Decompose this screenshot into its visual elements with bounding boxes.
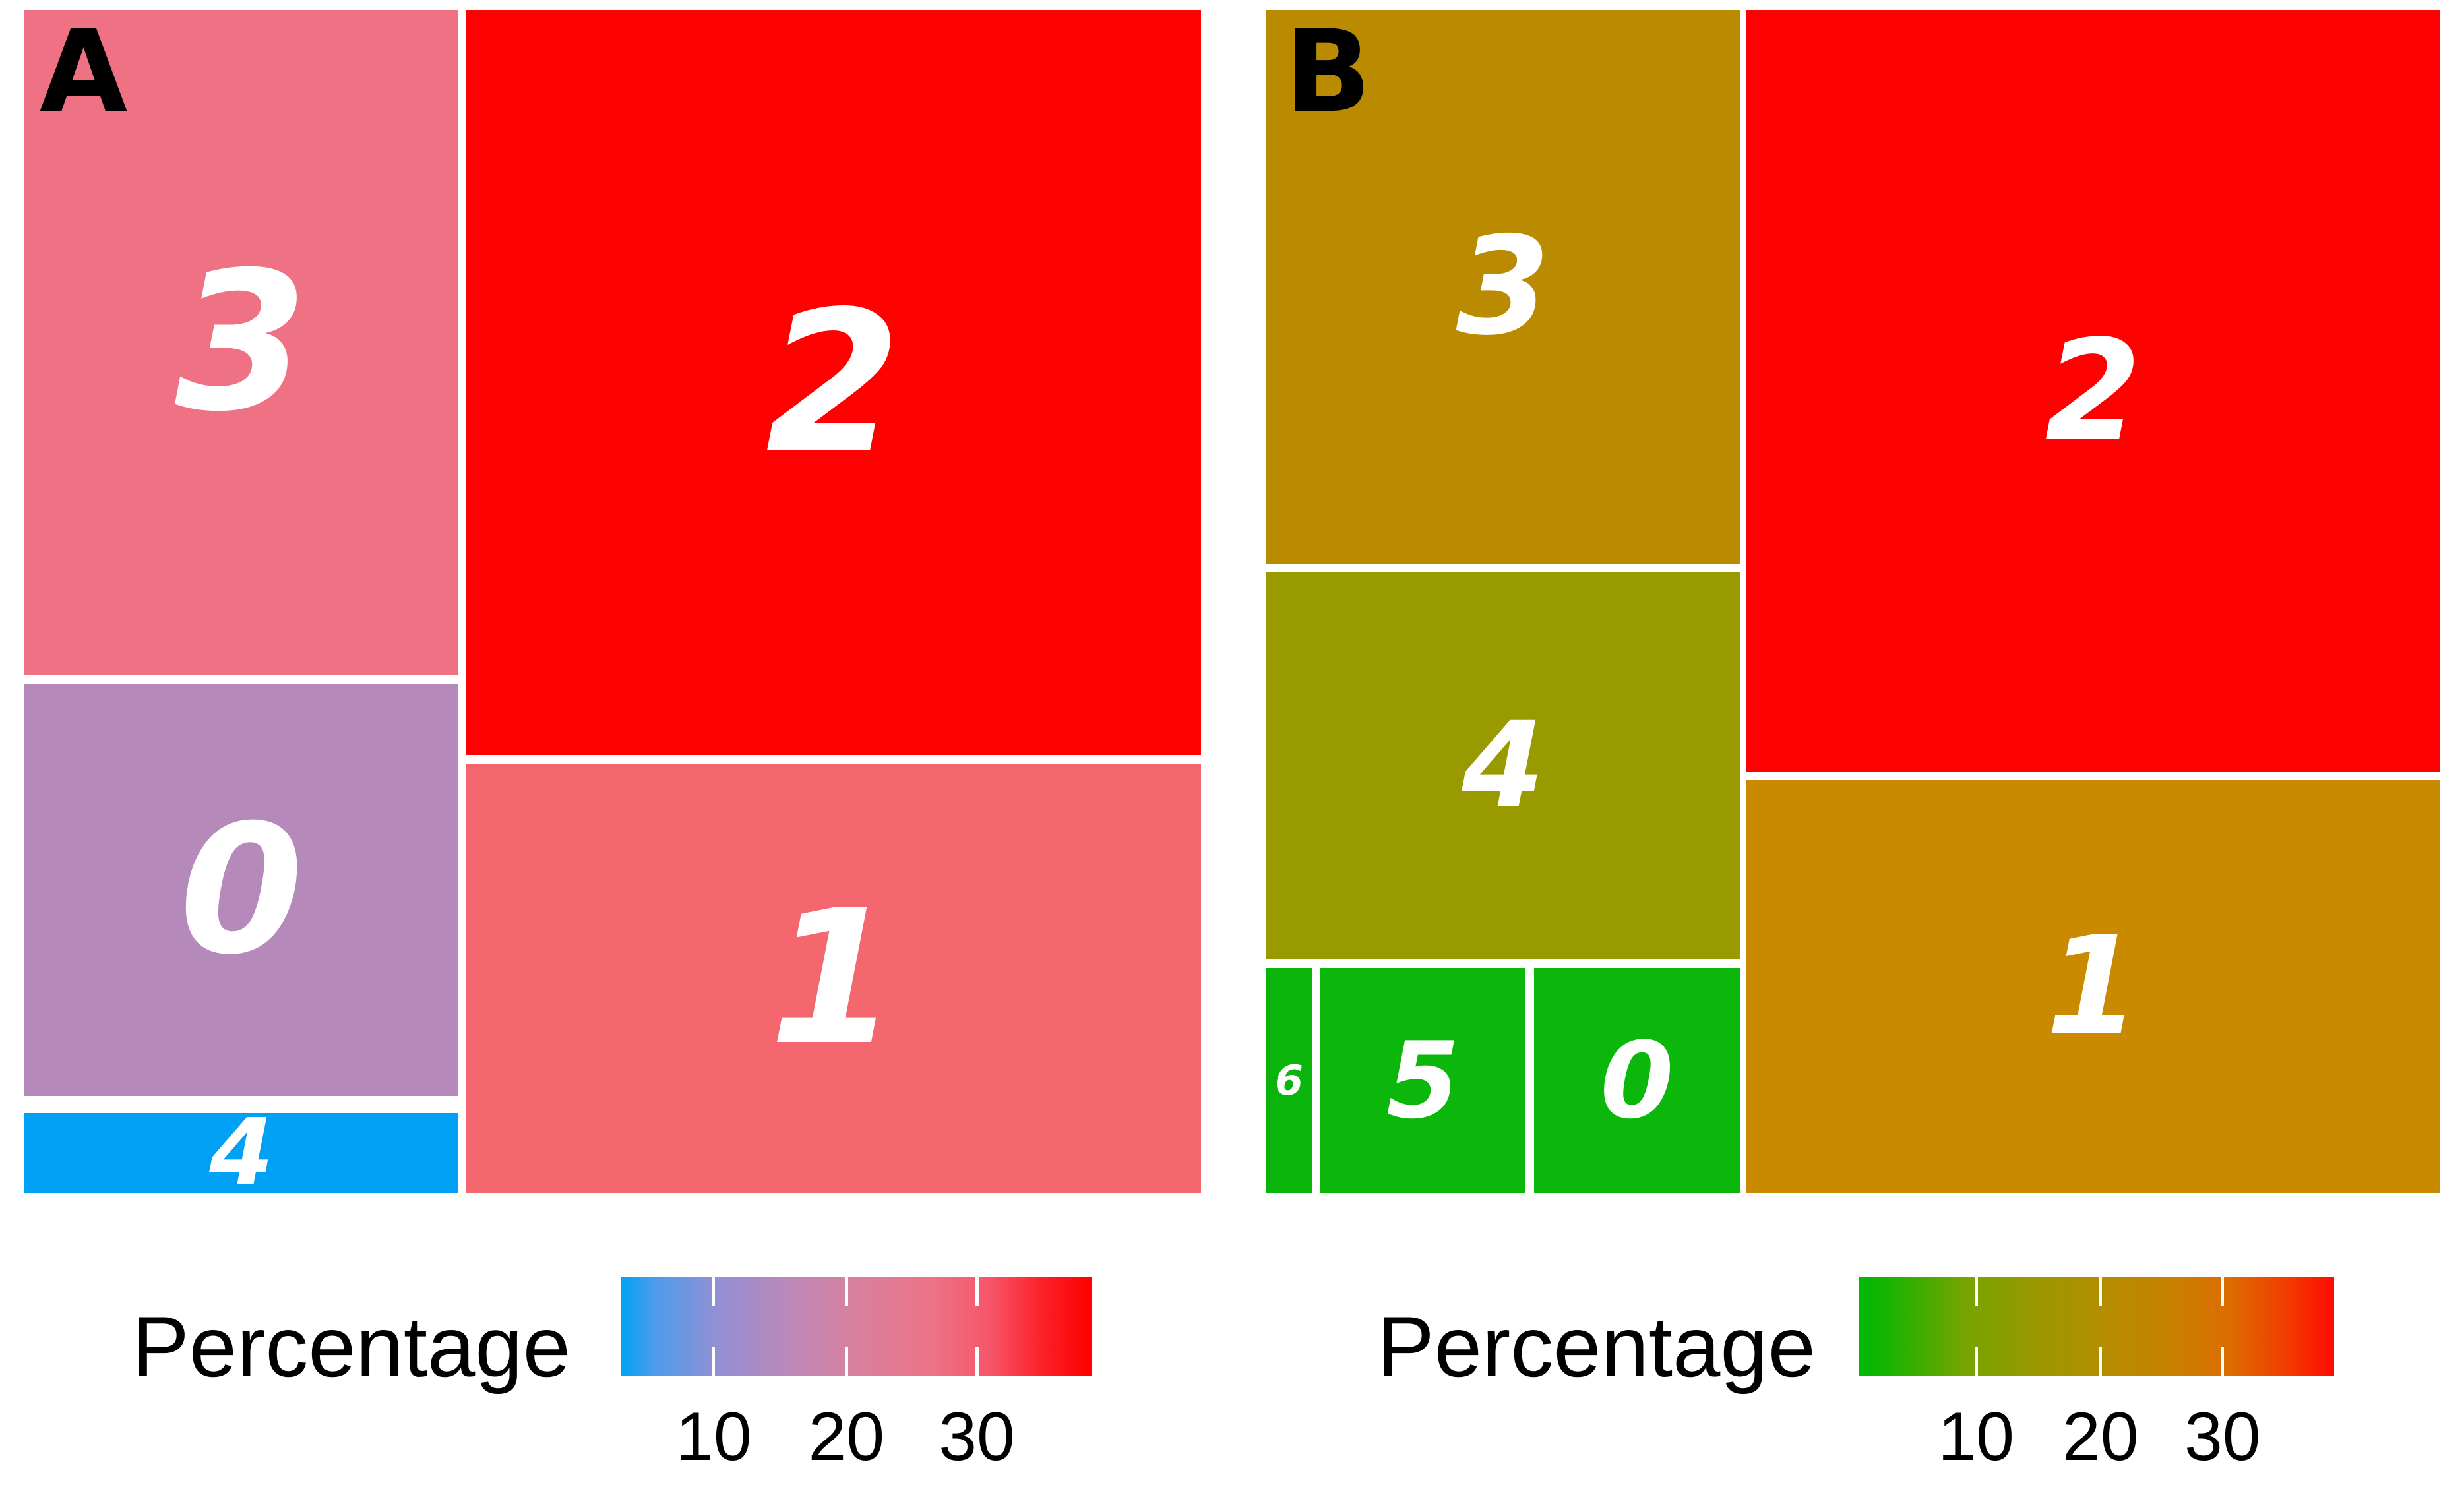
legend-tick-mark	[712, 1277, 716, 1306]
legend-tick-mark	[975, 1277, 979, 1306]
treemap-cell-6: 6	[1266, 968, 1312, 1193]
legend-tick-mark	[844, 1277, 848, 1306]
legend-tick-label: 30	[2184, 1399, 2261, 1475]
treemap-cell-0: 0	[1534, 968, 1740, 1193]
legend-colorbar-b	[1859, 1277, 2334, 1376]
legend-tick-mark	[2099, 1277, 2103, 1306]
legend-tick-mark	[975, 1347, 979, 1376]
treemap-cell-2: 2	[466, 10, 1201, 755]
treemap-cell-0: 0	[24, 684, 458, 1096]
treemap-cell-4: 4	[1266, 572, 1740, 959]
legend-tick-label: 10	[675, 1399, 752, 1475]
panel-label-b: B	[1285, 5, 1372, 138]
panel-label-a: A	[40, 5, 128, 138]
legend-tick-mark	[2099, 1347, 2103, 1376]
legend-colorbar-a	[621, 1277, 1092, 1376]
legend-tick-label: 10	[1938, 1399, 2014, 1475]
treemap-cell-3: 3	[1266, 10, 1740, 564]
legend-tick-mark	[1974, 1277, 1978, 1306]
treemap-cell-4: 4	[24, 1106, 458, 1199]
legend-tick-mark	[2221, 1277, 2225, 1306]
legend-title-a: Percentage	[132, 1298, 570, 1395]
treemap-cell-3: 3	[24, 10, 458, 675]
legend-tick-label: 30	[939, 1399, 1015, 1475]
legend-tick-label: 20	[2062, 1399, 2139, 1475]
legend-tick-mark	[2221, 1347, 2225, 1376]
legend-b: Percentage 10 20 30	[1265, 1253, 2440, 1485]
legend-tick-mark	[844, 1347, 848, 1376]
legend-title-b: Percentage	[1377, 1298, 1816, 1395]
legend-tick-mark	[712, 1347, 716, 1376]
treemap-cell-1: 1	[1746, 780, 2440, 1193]
treemap-cell-1: 1	[466, 764, 1201, 1193]
treemap-cell-2: 2	[1746, 10, 2440, 772]
legend-tick-label: 20	[808, 1399, 885, 1475]
legend-tick-mark	[1974, 1347, 1978, 1376]
legend-a: Percentage 10 20 30	[20, 1253, 1200, 1485]
treemap-cell-5: 5	[1320, 968, 1525, 1193]
